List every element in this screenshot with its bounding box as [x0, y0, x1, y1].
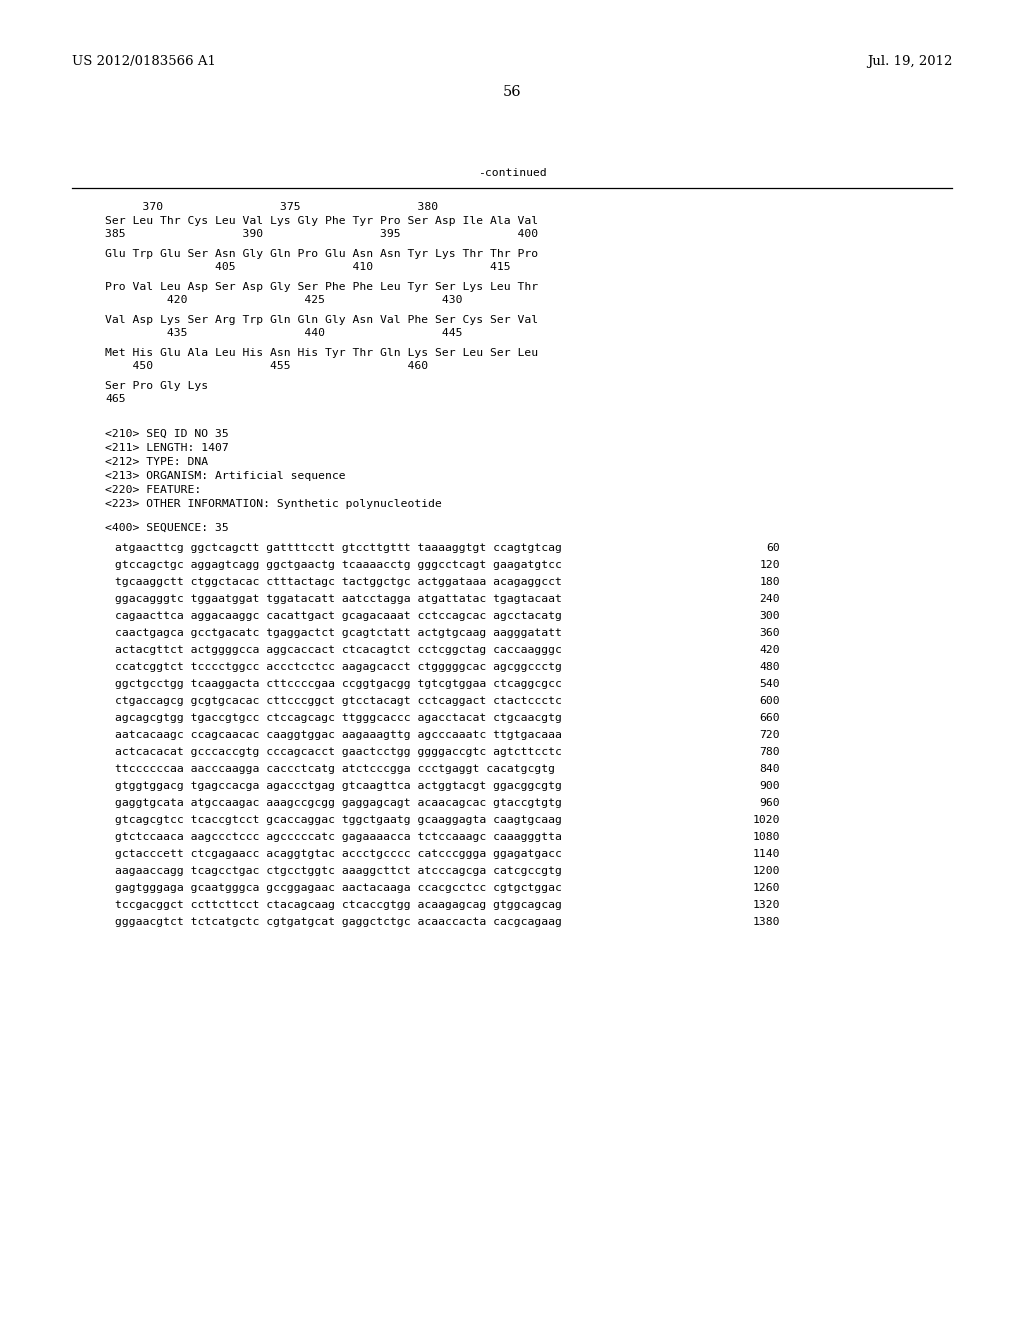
Text: 450                 455                 460: 450 455 460	[105, 360, 428, 371]
Text: 300: 300	[760, 611, 780, 620]
Text: tccgacggct ccttcttcct ctacagcaag ctcaccgtgg acaagagcag gtggcagcag: tccgacggct ccttcttcct ctacagcaag ctcaccg…	[115, 900, 562, 909]
Text: actacgttct actggggcca aggcaccact ctcacagtct cctcggctag caccaagggc: actacgttct actggggcca aggcaccact ctcacag…	[115, 645, 562, 655]
Text: 405                 410                 415: 405 410 415	[105, 261, 511, 272]
Text: 840: 840	[760, 764, 780, 774]
Text: 900: 900	[760, 781, 780, 791]
Text: 720: 720	[760, 730, 780, 741]
Text: <400> SEQUENCE: 35: <400> SEQUENCE: 35	[105, 523, 228, 533]
Text: 56: 56	[503, 84, 521, 99]
Text: gtggtggacg tgagccacga agaccctgag gtcaagttca actggtacgt ggacggcgtg: gtggtggacg tgagccacga agaccctgag gtcaagt…	[115, 781, 562, 791]
Text: cagaacttca aggacaaggc cacattgact gcagacaaat cctccagcac agcctacatg: cagaacttca aggacaaggc cacattgact gcagaca…	[115, 611, 562, 620]
Text: -continued: -continued	[477, 168, 547, 178]
Text: 120: 120	[760, 560, 780, 570]
Text: gaggtgcata atgccaagac aaagccgcgg gaggagcagt acaacagcac gtaccgtgtg: gaggtgcata atgccaagac aaagccgcgg gaggagc…	[115, 799, 562, 808]
Text: Pro Val Leu Asp Ser Asp Gly Ser Phe Phe Leu Tyr Ser Lys Leu Thr: Pro Val Leu Asp Ser Asp Gly Ser Phe Phe …	[105, 282, 539, 292]
Text: atgaacttcg ggctcagctt gattttcctt gtccttgttt taaaaggtgt ccagtgtcag: atgaacttcg ggctcagctt gattttcctt gtccttg…	[115, 543, 562, 553]
Text: Met His Glu Ala Leu His Asn His Tyr Thr Gln Lys Ser Leu Ser Leu: Met His Glu Ala Leu His Asn His Tyr Thr …	[105, 348, 539, 358]
Text: 1260: 1260	[753, 883, 780, 894]
Text: ggctgcctgg tcaaggacta cttccccgaa ccggtgacgg tgtcgtggaa ctcaggcgcc: ggctgcctgg tcaaggacta cttccccgaa ccggtga…	[115, 678, 562, 689]
Text: 600: 600	[760, 696, 780, 706]
Text: 960: 960	[760, 799, 780, 808]
Text: 60: 60	[766, 543, 780, 553]
Text: 540: 540	[760, 678, 780, 689]
Text: aatcacaagc ccagcaacac caaggtggac aagaaagttg agcccaaatc ttgtgacaaa: aatcacaagc ccagcaacac caaggtggac aagaaag…	[115, 730, 562, 741]
Text: actcacacat gcccaccgtg cccagcacct gaactcctgg ggggaccgtc agtcttcctc: actcacacat gcccaccgtg cccagcacct gaactcc…	[115, 747, 562, 756]
Text: 240: 240	[760, 594, 780, 605]
Text: US 2012/0183566 A1: US 2012/0183566 A1	[72, 55, 216, 69]
Text: 370                 375                 380: 370 375 380	[115, 202, 438, 213]
Text: 780: 780	[760, 747, 780, 756]
Text: ccatcggtct tcccctggcc accctcctcc aagagcacct ctgggggcac agcggccctg: ccatcggtct tcccctggcc accctcctcc aagagca…	[115, 663, 562, 672]
Text: 180: 180	[760, 577, 780, 587]
Text: 1200: 1200	[753, 866, 780, 876]
Text: <220> FEATURE:: <220> FEATURE:	[105, 484, 202, 495]
Text: 360: 360	[760, 628, 780, 638]
Text: <210> SEQ ID NO 35: <210> SEQ ID NO 35	[105, 429, 228, 440]
Text: gtctccaaca aagccctccc agcccccatc gagaaaacca tctccaaagc caaagggtta: gtctccaaca aagccctccc agcccccatc gagaaaa…	[115, 832, 562, 842]
Text: 1020: 1020	[753, 814, 780, 825]
Text: agcagcgtgg tgaccgtgcc ctccagcagc ttgggcaccc agacctacat ctgcaacgtg: agcagcgtgg tgaccgtgcc ctccagcagc ttgggca…	[115, 713, 562, 723]
Text: <213> ORGANISM: Artificial sequence: <213> ORGANISM: Artificial sequence	[105, 471, 346, 480]
Text: aagaaccagg tcagcctgac ctgcctggtc aaaggcttct atcccagcga catcgccgtg: aagaaccagg tcagcctgac ctgcctggtc aaaggct…	[115, 866, 562, 876]
Text: Ser Leu Thr Cys Leu Val Lys Gly Phe Tyr Pro Ser Asp Ile Ala Val: Ser Leu Thr Cys Leu Val Lys Gly Phe Tyr …	[105, 216, 539, 226]
Text: 435                 440                 445: 435 440 445	[105, 327, 463, 338]
Text: Glu Trp Glu Ser Asn Gly Gln Pro Glu Asn Asn Tyr Lys Thr Thr Pro: Glu Trp Glu Ser Asn Gly Gln Pro Glu Asn …	[105, 249, 539, 259]
Text: gtcagcgtcc tcaccgtcct gcaccaggac tggctgaatg gcaaggagta caagtgcaag: gtcagcgtcc tcaccgtcct gcaccaggac tggctga…	[115, 814, 562, 825]
Text: 420                 425                 430: 420 425 430	[105, 294, 463, 305]
Text: 420: 420	[760, 645, 780, 655]
Text: gtccagctgc aggagtcagg ggctgaactg tcaaaacctg gggcctcagt gaagatgtcc: gtccagctgc aggagtcagg ggctgaactg tcaaaac…	[115, 560, 562, 570]
Text: 480: 480	[760, 663, 780, 672]
Text: ggacagggtc tggaatggat tggatacatt aatcctagga atgattatac tgagtacaat: ggacagggtc tggaatggat tggatacatt aatccta…	[115, 594, 562, 605]
Text: <212> TYPE: DNA: <212> TYPE: DNA	[105, 457, 208, 467]
Text: 1380: 1380	[753, 917, 780, 927]
Text: 1080: 1080	[753, 832, 780, 842]
Text: Jul. 19, 2012: Jul. 19, 2012	[866, 55, 952, 69]
Text: gctacccett ctcgagaacc acaggtgtac accctgcccc catcccggga ggagatgacc: gctacccett ctcgagaacc acaggtgtac accctgc…	[115, 849, 562, 859]
Text: 660: 660	[760, 713, 780, 723]
Text: 1140: 1140	[753, 849, 780, 859]
Text: ctgaccagcg gcgtgcacac cttcccggct gtcctacagt cctcaggact ctactccctc: ctgaccagcg gcgtgcacac cttcccggct gtcctac…	[115, 696, 562, 706]
Text: 385                 390                 395                 400: 385 390 395 400	[105, 228, 539, 239]
Text: caactgagca gcctgacatc tgaggactct gcagtctatt actgtgcaag aagggatatt: caactgagca gcctgacatc tgaggactct gcagtct…	[115, 628, 562, 638]
Text: Ser Pro Gly Lys: Ser Pro Gly Lys	[105, 381, 208, 391]
Text: Val Asp Lys Ser Arg Trp Gln Gln Gly Asn Val Phe Ser Cys Ser Val: Val Asp Lys Ser Arg Trp Gln Gln Gly Asn …	[105, 315, 539, 325]
Text: tgcaaggctt ctggctacac ctttactagc tactggctgc actggataaa acagaggcct: tgcaaggctt ctggctacac ctttactagc tactggc…	[115, 577, 562, 587]
Text: <223> OTHER INFORMATION: Synthetic polynucleotide: <223> OTHER INFORMATION: Synthetic polyn…	[105, 499, 442, 510]
Text: 465: 465	[105, 393, 126, 404]
Text: gagtgggaga gcaatgggca gccggagaac aactacaaga ccacgcctcc cgtgctggac: gagtgggaga gcaatgggca gccggagaac aactaca…	[115, 883, 562, 894]
Text: <211> LENGTH: 1407: <211> LENGTH: 1407	[105, 444, 228, 453]
Text: gggaacgtct tctcatgctc cgtgatgcat gaggctctgc acaaccacta cacgcagaag: gggaacgtct tctcatgctc cgtgatgcat gaggctc…	[115, 917, 562, 927]
Text: 1320: 1320	[753, 900, 780, 909]
Text: ttccccccaa aacccaagga caccctcatg atctcccgga ccctgaggt cacatgcgtg: ttccccccaa aacccaagga caccctcatg atctccc…	[115, 764, 555, 774]
